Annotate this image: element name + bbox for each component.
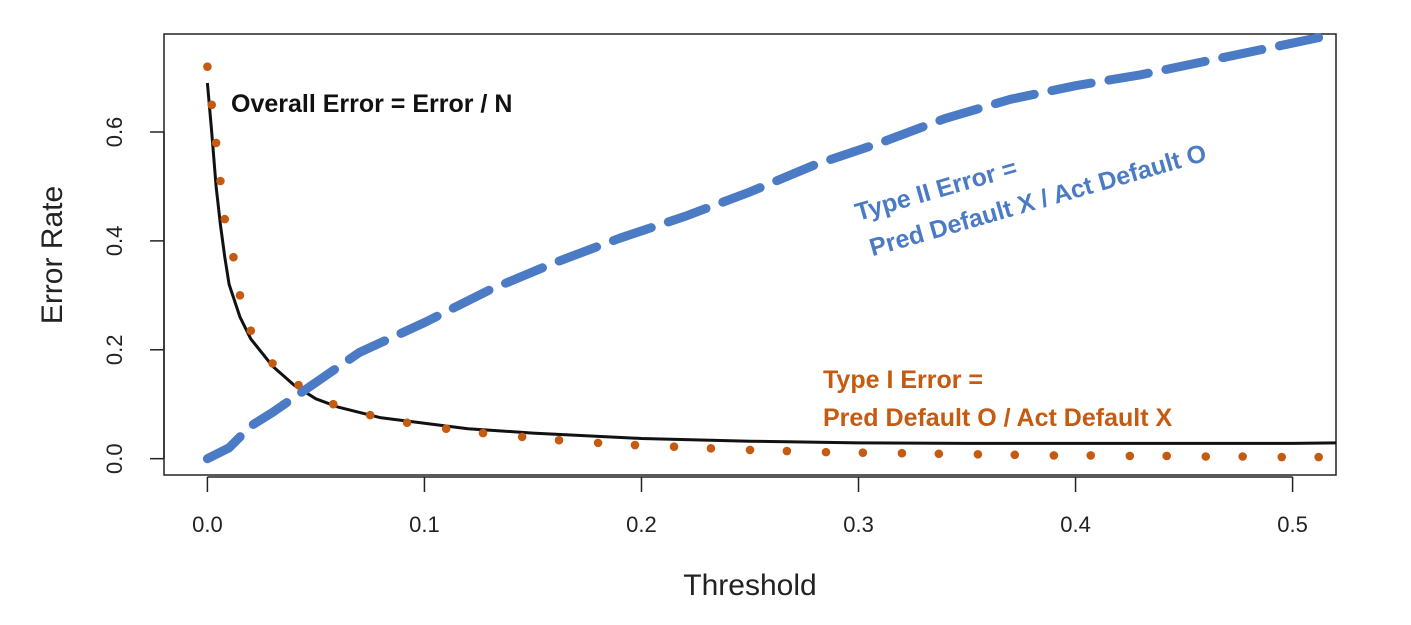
type1-error-point xyxy=(478,428,488,438)
type1-error-point xyxy=(1314,452,1323,462)
x-tick-label: 0.5 xyxy=(1277,512,1308,537)
type1-error-annotation-line2: Pred Default O / Act Default X xyxy=(823,404,1172,432)
type1-error-point xyxy=(1238,452,1247,461)
overall-error-line xyxy=(205,82,1337,445)
type1-error-point xyxy=(229,252,238,262)
type1-error-point xyxy=(365,410,375,420)
type1-error-point xyxy=(207,100,217,110)
x-tick-label: 0.1 xyxy=(409,512,440,537)
y-tick-label: 0.6 xyxy=(102,117,127,148)
y-axis-label: Error Rate xyxy=(36,186,69,324)
type1-error-point xyxy=(1162,451,1172,461)
type1-error-point xyxy=(328,399,338,409)
y-tick-label: 0.4 xyxy=(102,226,127,257)
y-axis: 0.0 0.2 0.4 0.6 xyxy=(102,117,165,474)
type1-error-point xyxy=(706,444,716,453)
type1-error-point xyxy=(294,380,303,390)
type1-error-point xyxy=(1201,452,1211,461)
type2-error-line xyxy=(202,29,1341,464)
type1-error-point xyxy=(211,138,221,148)
type1-error-point xyxy=(821,447,831,457)
type1-error-point xyxy=(216,176,225,186)
y-tick-label: 0.0 xyxy=(102,443,127,474)
x-tick-label: 0.4 xyxy=(1060,512,1091,537)
x-tick-label: 0.0 xyxy=(192,512,223,537)
x-tick-label: 0.3 xyxy=(843,512,874,537)
overall-error-annotation: Overall Error = Error / N xyxy=(231,90,512,118)
type1-error-point xyxy=(973,450,983,459)
type1-error-point xyxy=(934,449,944,459)
type1-error-point xyxy=(441,424,451,434)
type1-error-point xyxy=(1125,451,1135,461)
x-axis: 0.0 0.1 0.2 0.3 0.4 0.5 xyxy=(192,476,1308,537)
type1-error-point xyxy=(220,214,230,224)
type1-error-point xyxy=(745,445,755,455)
type1-error-point xyxy=(897,448,907,458)
type1-error-point xyxy=(402,418,412,428)
type1-error-point xyxy=(1086,451,1096,460)
type1-error-point xyxy=(782,446,792,456)
type1-error-point xyxy=(669,442,679,451)
type1-error-point xyxy=(517,432,527,442)
type1-error-point xyxy=(1277,452,1287,462)
type1-error-annotation-line1: Type I Error = xyxy=(823,366,983,394)
type1-error-point xyxy=(246,326,256,336)
type1-error-point xyxy=(593,438,603,448)
type1-error-point xyxy=(203,62,212,71)
type1-error-point xyxy=(554,435,564,445)
type1-error-point xyxy=(268,359,277,368)
x-tick-label: 0.2 xyxy=(626,512,657,537)
type1-error-point xyxy=(630,440,640,450)
x-axis-label: Threshold xyxy=(683,569,816,602)
type1-error-point xyxy=(1010,450,1020,460)
series-layer xyxy=(202,29,1341,464)
y-tick-label: 0.2 xyxy=(102,334,127,365)
type1-error-point xyxy=(1049,451,1059,460)
type1-error-point xyxy=(858,448,868,457)
type1-error-point xyxy=(235,291,245,300)
